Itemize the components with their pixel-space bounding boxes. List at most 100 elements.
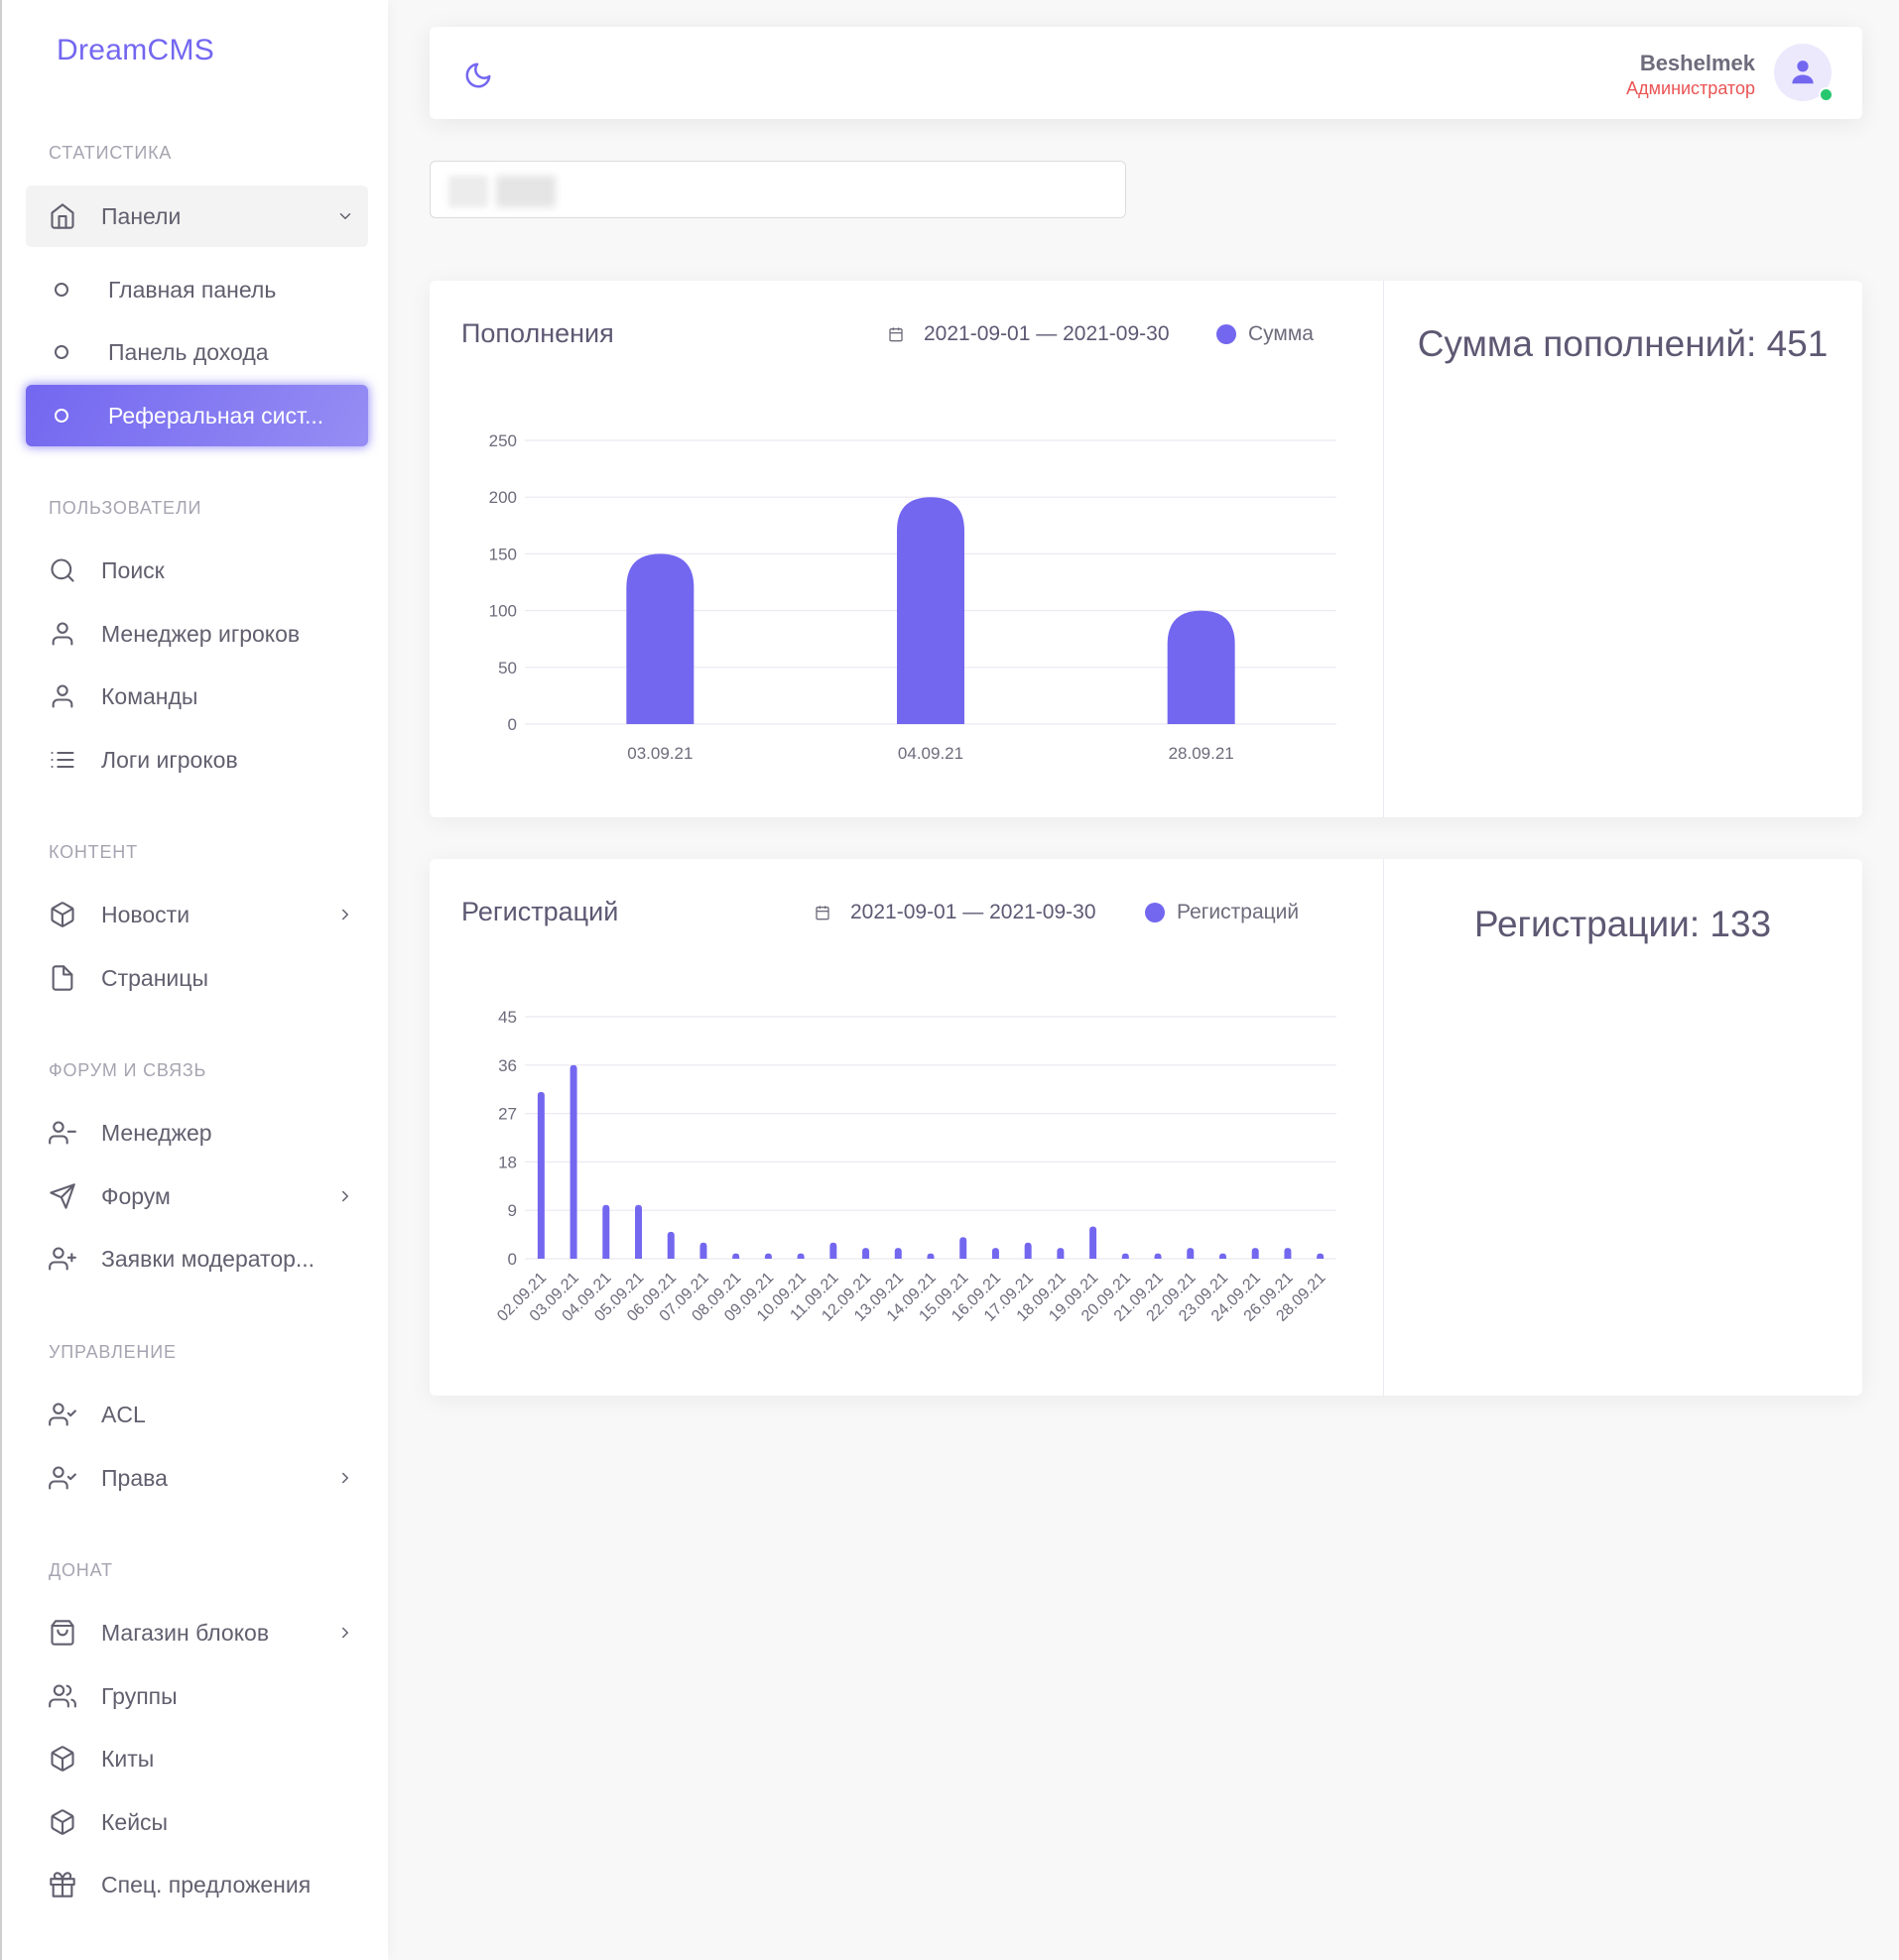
sidebar-item-rights[interactable]: Права: [26, 1447, 368, 1509]
sidebar-item-label: Кейсы: [101, 1808, 169, 1835]
legend-label: Сумма: [1248, 322, 1314, 345]
sidebar-item-special-offers[interactable]: Спец. предложения: [26, 1854, 368, 1915]
sidebar-item-forum[interactable]: Форум: [26, 1165, 368, 1227]
user-role: Администратор: [1626, 78, 1755, 98]
sidebar-item-label: Спец. предложения: [101, 1871, 312, 1898]
bar: [732, 1253, 740, 1259]
bar: [570, 1064, 577, 1259]
sidebar-item-block-shop[interactable]: Магазин блоков: [26, 1602, 368, 1663]
x-tick-label: 04.09.21: [898, 744, 963, 763]
user-name[interactable]: Beshelmek: [1639, 51, 1755, 75]
sidebar-item-manager[interactable]: Менеджер: [26, 1102, 368, 1164]
deposits-chart: 0 50 100 150 200 250 03.09.21 04.09.21 28.09.21: [489, 431, 1336, 763]
y-tick-label: 9: [508, 1201, 517, 1220]
bar: [897, 497, 964, 724]
sidebar-item-label: Магазин блоков: [101, 1619, 270, 1646]
sidebar-item-label: Форум: [101, 1182, 171, 1209]
sidebar-item-label: Панели: [101, 202, 182, 229]
brand-logo[interactable]: DreamCMS: [57, 34, 215, 66]
user-check-icon: [48, 1463, 77, 1493]
y-tick-label: 0: [508, 1250, 517, 1269]
bar: [667, 1231, 675, 1259]
chart-legend[interactable]: Регистраций: [1145, 901, 1299, 924]
chart-legend[interactable]: Сумма: [1216, 322, 1314, 346]
bar: [1154, 1253, 1162, 1259]
blurred-content: [496, 176, 556, 207]
sidebar-item-kits[interactable]: Киты: [26, 1728, 368, 1789]
moon-icon[interactable]: [463, 61, 493, 90]
user-minus-icon: [48, 1118, 77, 1148]
circle-icon: [55, 409, 68, 423]
y-tick-label: 36: [498, 1056, 517, 1075]
blurred-field: [430, 161, 1126, 218]
y-tick-label: 100: [489, 602, 517, 621]
section-title-donate: Донат: [49, 1560, 113, 1580]
sidebar-item-panels[interactable]: Панели: [26, 185, 368, 247]
section-title-users: Пользователи: [49, 498, 202, 518]
calendar-icon: [815, 905, 850, 920]
bar: [927, 1253, 935, 1259]
search-icon: [48, 555, 77, 585]
date-range-text: 2021-09-01 — 2021-09-30: [924, 322, 1170, 345]
date-range-text: 2021-09-01 — 2021-09-30: [850, 901, 1096, 923]
registrations-summary: Регистрации: 133: [1473, 904, 1772, 944]
online-status-dot: [1819, 87, 1834, 102]
section-title-content: Контент: [49, 842, 138, 862]
chevron-down-icon: [336, 207, 354, 225]
registrations-card: Регистраций 2021-09-01 — 2021-09-30 Реги…: [430, 859, 1862, 1396]
legend-marker: [1216, 324, 1236, 344]
sidebar-item-cases[interactable]: Кейсы: [26, 1791, 368, 1853]
sidebar-item-groups[interactable]: Группы: [26, 1665, 368, 1727]
circle-icon: [55, 345, 68, 359]
section-title-management: Управление: [49, 1342, 177, 1362]
sidebar-item-referral[interactable]: Реферальная сист...: [26, 385, 368, 446]
x-tick-label: 03.09.21: [627, 744, 693, 763]
sidebar-item-label: Поиск: [101, 556, 165, 583]
date-range-picker[interactable]: 2021-09-01 — 2021-09-30: [815, 901, 1096, 924]
sidebar-item-pages[interactable]: Страницы: [26, 947, 368, 1009]
card-divider: [1383, 859, 1384, 1396]
sidebar-item-label: Команды: [101, 682, 198, 709]
sidebar-item-label: Страницы: [101, 964, 208, 991]
y-tick-label: 200: [489, 488, 517, 507]
avatar[interactable]: [1774, 44, 1834, 102]
sidebar-item-player-manager[interactable]: Менеджер игроков: [26, 603, 368, 665]
bar: [894, 1248, 902, 1259]
sidebar-item-label: Логи игроков: [101, 746, 238, 773]
sidebar-item-main-panel[interactable]: Главная панель: [26, 259, 368, 320]
list-icon: [48, 745, 77, 775]
user-icon: [48, 681, 77, 711]
sidebar-item-label: Права: [101, 1464, 168, 1491]
y-tick-label: 27: [498, 1105, 517, 1124]
bar: [1121, 1253, 1129, 1259]
y-tick-label: 250: [489, 431, 517, 450]
users-icon: [48, 1681, 77, 1711]
bar: [797, 1253, 805, 1259]
bar: [991, 1248, 999, 1259]
bar: [1218, 1253, 1226, 1259]
sidebar-item-acl[interactable]: ACL: [26, 1384, 368, 1445]
date-range-picker[interactable]: 2021-09-01 — 2021-09-30: [888, 322, 1170, 346]
sidebar-item-label: Реферальная сист...: [108, 402, 324, 429]
user-icon: [1792, 61, 1814, 84]
sidebar-item-player-logs[interactable]: Логи игроков: [26, 729, 368, 791]
user-plus-icon: [48, 1244, 77, 1274]
bar: [829, 1242, 837, 1259]
bar: [1057, 1248, 1065, 1259]
sidebar-item-teams[interactable]: Команды: [26, 666, 368, 727]
sidebar-item-label: Менеджер: [101, 1119, 212, 1146]
sidebar-item-news[interactable]: Новости: [26, 884, 368, 945]
y-tick-label: 0: [508, 715, 517, 734]
sidebar-item-label: ACL: [101, 1401, 146, 1427]
bar: [699, 1242, 707, 1259]
package-icon: [48, 900, 77, 929]
bar: [1167, 610, 1235, 724]
sidebar-item-search[interactable]: Поиск: [26, 540, 368, 601]
sidebar-item-moderator-requests[interactable]: Заявки модератор...: [26, 1228, 368, 1289]
sidebar-item-income-panel[interactable]: Панель дохода: [26, 321, 368, 383]
bar: [764, 1253, 772, 1259]
y-tick-label: 50: [498, 659, 517, 677]
chevron-right-icon: [336, 1187, 354, 1205]
sidebar-item-label: Главная панель: [108, 276, 277, 303]
card-title: Регистраций: [461, 897, 619, 926]
